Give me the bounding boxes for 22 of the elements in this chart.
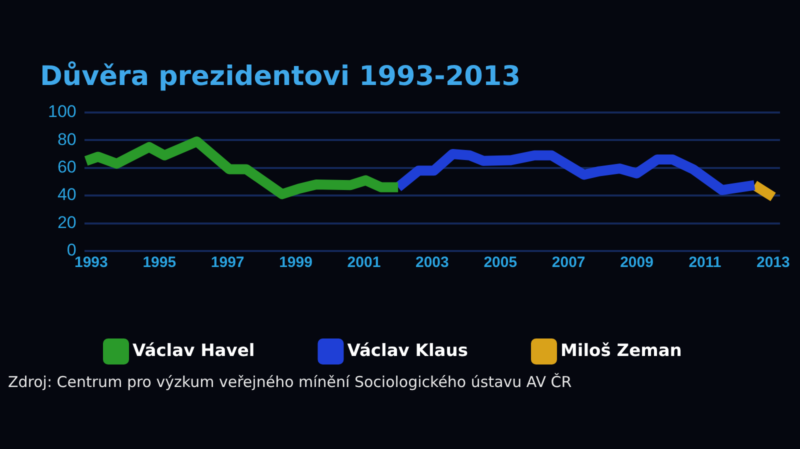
x-tick-label: 2007 bbox=[552, 254, 586, 272]
y-tick-label: 60 bbox=[57, 158, 76, 177]
x-tick-label: 1995 bbox=[142, 254, 176, 272]
legend-label: Václav Havel bbox=[132, 340, 255, 361]
x-tick-label: 1997 bbox=[210, 254, 244, 272]
x-tick-label: 2005 bbox=[484, 254, 518, 272]
x-tick-label: 2009 bbox=[620, 254, 654, 272]
x-tick-label: 1993 bbox=[74, 254, 108, 272]
y-tick-label: 80 bbox=[57, 130, 76, 149]
chart-title: Důvěra prezidentovi 1993-2013 bbox=[40, 61, 520, 92]
y-tick-label: 40 bbox=[57, 185, 76, 204]
legend-label: Václav Klaus bbox=[347, 340, 468, 361]
legend-label: Miloš Zeman bbox=[560, 340, 682, 361]
x-tick-label: 2013 bbox=[756, 254, 790, 272]
text: Zdroj: Centrum pro výzkum veřejného mínění Sociologického ústavu AV ČR bbox=[8, 373, 572, 391]
y-tick-label: 100 bbox=[48, 102, 76, 122]
x-tick-label: 2001 bbox=[347, 254, 381, 272]
y-tick-label: 20 bbox=[57, 212, 76, 232]
x-tick-label: 1999 bbox=[279, 254, 312, 272]
x-tick-label: 2003 bbox=[415, 254, 449, 272]
y-tick-label: 0 bbox=[66, 240, 76, 260]
x-tick-label: 2011 bbox=[688, 254, 722, 272]
